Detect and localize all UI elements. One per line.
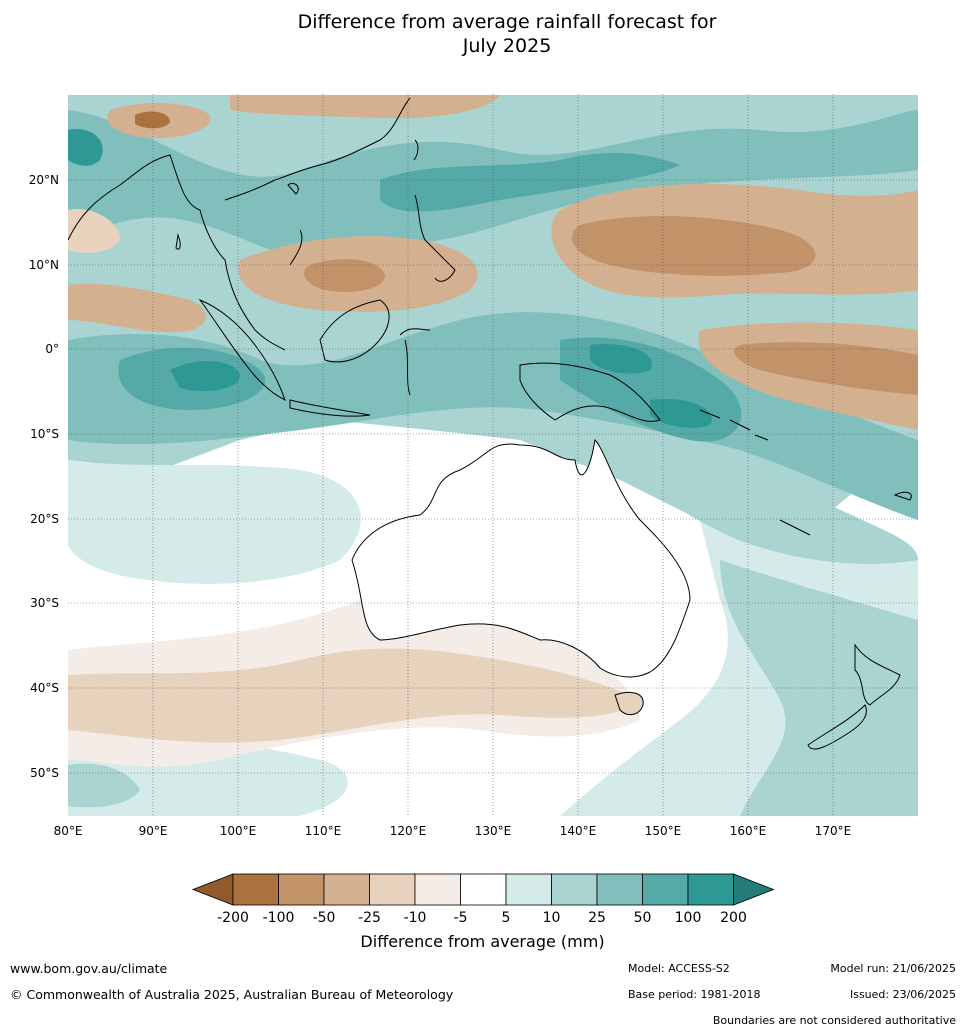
solomon-islands <box>699 409 769 441</box>
new-zealand-south-island <box>807 704 867 750</box>
fiji <box>893 491 912 501</box>
wet-region-tasman-mid <box>720 560 918 816</box>
colorbar-tick-label: 50 <box>634 910 652 926</box>
colorbar-segment <box>505 873 552 906</box>
colorbar-segment <box>369 873 416 906</box>
lon-label: 130°E <box>475 824 512 838</box>
lon-label: 150°E <box>645 824 682 838</box>
wet-core-darkest-2 <box>590 344 652 374</box>
lon-label: 160°E <box>730 824 767 838</box>
lon-label: 80°E <box>54 824 83 838</box>
dry-region-south-band <box>68 648 640 743</box>
lat-label: 50°S <box>30 766 59 780</box>
colorbar-tick-label: 5 <box>502 910 511 926</box>
lat-label: 20°N <box>29 173 59 187</box>
colorbar-label: Difference from average (mm) <box>360 932 605 951</box>
colorbar-segment <box>642 873 689 906</box>
tasmania <box>614 692 644 716</box>
colorbar-segment <box>596 873 643 906</box>
lon-label: 140°E <box>560 824 597 838</box>
footer-model: Model: ACCESS-S2 <box>628 962 730 975</box>
title-line-1: Difference from average rainfall forecas… <box>297 11 717 33</box>
new-caledonia <box>779 519 811 536</box>
colorbar: -200 -100 -50 -25 -10 -5 5 10 25 50 100 200 <box>191 873 775 926</box>
philippines <box>414 194 456 282</box>
title-line-2: July 2025 <box>462 35 552 57</box>
colorbar-arrow-low <box>191 873 234 906</box>
lat-label: 10°N <box>29 258 59 272</box>
wet-core-northwest <box>68 129 103 166</box>
lat-label: 10°S <box>30 427 59 441</box>
wet-region-equator <box>68 312 918 520</box>
australia-landmass <box>351 438 691 678</box>
longitude-labels: 80°E 90°E 100°E 110°E 120°E 130°E 140°E … <box>54 824 852 838</box>
lon-label: 120°E <box>390 824 427 838</box>
colorbar-tick-label: -200 <box>217 910 249 926</box>
colorbar-segment <box>232 873 279 906</box>
new-guinea <box>519 362 661 422</box>
colorbar-tick-label: 100 <box>675 910 702 926</box>
dry-core-pacific <box>571 215 816 276</box>
lat-label: 0° <box>45 342 59 356</box>
sri-lanka <box>175 233 181 250</box>
colorbar-segment <box>460 873 507 906</box>
lon-label: 100°E <box>220 824 257 838</box>
lon-label: 90°E <box>139 824 168 838</box>
colorbar-segment <box>551 873 598 906</box>
dry-region-bay-of-bengal <box>68 283 207 333</box>
colorbar-segment <box>414 873 461 906</box>
lat-label: 40°S <box>30 681 59 695</box>
colorbar-tick-label: -5 <box>454 910 468 926</box>
colorbar-arrow-high <box>733 873 775 906</box>
colorbar-tick-label: 10 <box>543 910 561 926</box>
colorbar-tick-label: -25 <box>358 910 381 926</box>
wet-region-png-south <box>620 440 918 564</box>
colorbar-tick-label: -100 <box>263 910 295 926</box>
dry-core-himalaya <box>135 111 170 129</box>
dry-core-south-china-sea <box>304 259 385 292</box>
footer-url: www.bom.gov.au/climate <box>10 961 168 976</box>
wet-core-darkest-3 <box>650 399 712 428</box>
footer-model-run: Model run: 21/06/2025 <box>830 962 956 975</box>
colorbar-segment <box>687 873 734 906</box>
graticule <box>68 94 918 816</box>
wet-core-philippines <box>380 153 680 212</box>
sulawesi <box>399 328 431 396</box>
lat-label: 20°S <box>30 512 59 526</box>
dry-region-arabian <box>68 209 120 253</box>
lat-label: 30°S <box>30 596 59 610</box>
footer-copyright: © Commonwealth of Australia 2025, Austra… <box>10 987 454 1002</box>
taiwan <box>413 139 419 161</box>
borneo <box>319 299 390 363</box>
footer-disclaimer: Boundaries are not considered authoritat… <box>712 1014 956 1027</box>
dry-core-equatorial-pacific <box>734 342 918 395</box>
sumatra <box>198 298 286 401</box>
hainan <box>287 182 299 195</box>
latitude-labels: 20°N 10°N 0° 10°S 20°S 30°S 40°S 50°S <box>29 173 59 780</box>
footer-issued: Issued: 23/06/2025 <box>849 988 956 1001</box>
colorbar-segment <box>278 873 325 906</box>
colorbar-tick-label: -10 <box>404 910 427 926</box>
footer-base-period: Base period: 1981-2018 <box>628 988 761 1001</box>
new-zealand-north-island <box>854 643 901 706</box>
java <box>289 399 371 417</box>
dry-region-china <box>230 95 500 119</box>
colorbar-tick-label: 200 <box>720 910 747 926</box>
colorbar-tick-label: 25 <box>588 910 606 926</box>
asia-coastline <box>68 97 411 351</box>
wet-region-southern-ocean-west-mid <box>68 763 140 808</box>
lon-label: 170°E <box>815 824 852 838</box>
colorbar-segment <box>323 873 370 906</box>
wet-region-indian-ocean-south <box>68 460 361 584</box>
map-title: Difference from average rainfall forecas… <box>0 10 965 58</box>
lon-label: 110°E <box>305 824 342 838</box>
colorbar-tick-label: -50 <box>313 910 336 926</box>
wet-core-darkest-1 <box>170 360 240 392</box>
